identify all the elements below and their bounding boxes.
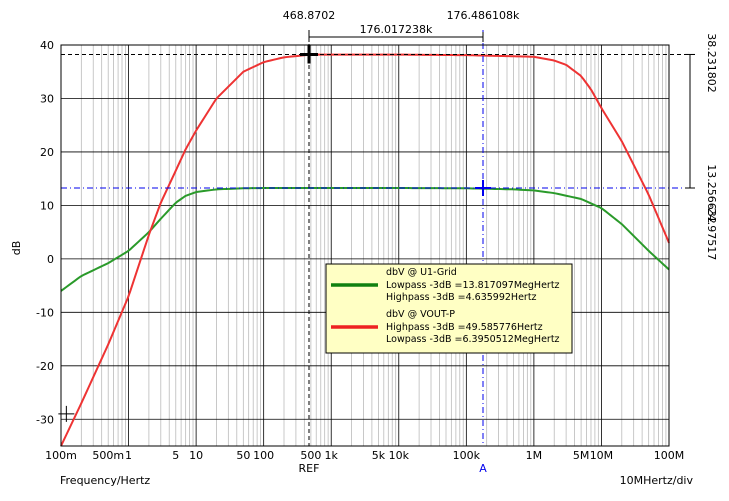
x-tick-label: 1k	[325, 449, 339, 462]
cursor-layer: REF A	[58, 30, 695, 475]
x-tick-label: 500m	[92, 449, 124, 462]
legend-box	[325, 263, 573, 354]
ref-x-value: 468.8702	[283, 9, 336, 22]
x-tick-label: 1	[125, 449, 132, 462]
y-tick-label: 30	[40, 92, 54, 105]
x-tick-label: 10k	[389, 449, 410, 462]
series-layer	[60, 53, 670, 447]
x-tick-label: 5	[172, 449, 179, 462]
y-axis-label: dB	[10, 241, 23, 256]
ref-cursor-label: REF	[299, 462, 320, 475]
x-tick-label: 500	[300, 449, 321, 462]
grid-lines	[60, 45, 669, 446]
plot-frame	[60, 44, 670, 447]
x-tick-label: 100	[253, 449, 274, 462]
cursor-y-readout: 38.231802 13.256632-24.97517	[685, 33, 718, 260]
x-tick-label: 100m	[45, 449, 77, 462]
a-y-value: 13.256632	[705, 164, 718, 224]
x-tick-label: 50	[236, 449, 250, 462]
y-tick-label: 0	[47, 253, 54, 266]
a-x-value: 176.486108k	[447, 9, 520, 22]
y-tick-label: -10	[36, 306, 54, 319]
ref-y-value: 38.231802	[705, 33, 718, 93]
y-tick-label: -20	[36, 360, 54, 373]
legend-entry-line: Lowpass -3dB =13.817097MegHertz	[386, 280, 560, 291]
cursor-x-readout: 468.8702 176.486108k 176.017238k	[283, 9, 520, 42]
x-tick-label: 5k	[372, 449, 386, 462]
legend-entry-line: Lowpass -3dB =6.3950512MegHertz	[386, 334, 560, 345]
dx-value: 176.017238k	[360, 23, 433, 36]
y-tick-label: 40	[40, 39, 54, 52]
legend-series-name: dbV @ VOUT-P	[386, 309, 455, 320]
ref-crosshair-marker	[300, 45, 318, 64]
x-tick-label: 10M	[590, 449, 614, 462]
x-tick-label: 10	[189, 449, 203, 462]
series-line-2	[60, 53, 670, 447]
legend-series-name: dbV @ U1-Grid	[386, 267, 457, 278]
y-tick-label: 10	[40, 199, 54, 212]
legend-entry-line: Highpass -3dB =49.585776Hertz	[386, 322, 543, 333]
y-tick-label: 20	[40, 146, 54, 159]
x-tick-label: 100k	[453, 449, 481, 462]
x-div-label: 10MHertz/div	[620, 474, 694, 487]
x-axis-label: Frequency/Hertz	[60, 474, 150, 487]
x-tick-label: 100M	[654, 449, 685, 462]
x-tick-label: 5M	[573, 449, 590, 462]
dy-value: -24.97517	[705, 204, 718, 260]
a-cursor-label: A	[479, 462, 487, 475]
a-crosshair-marker	[475, 179, 491, 196]
y-tick-label: -30	[36, 413, 54, 426]
legend: dbV @ U1-Grid Lowpass -3dB =13.817097MegH…	[325, 263, 573, 354]
x-tick-label: 1M	[526, 449, 543, 462]
legend-entry-line: Highpass -3dB =4.635992Hertz	[386, 292, 537, 303]
